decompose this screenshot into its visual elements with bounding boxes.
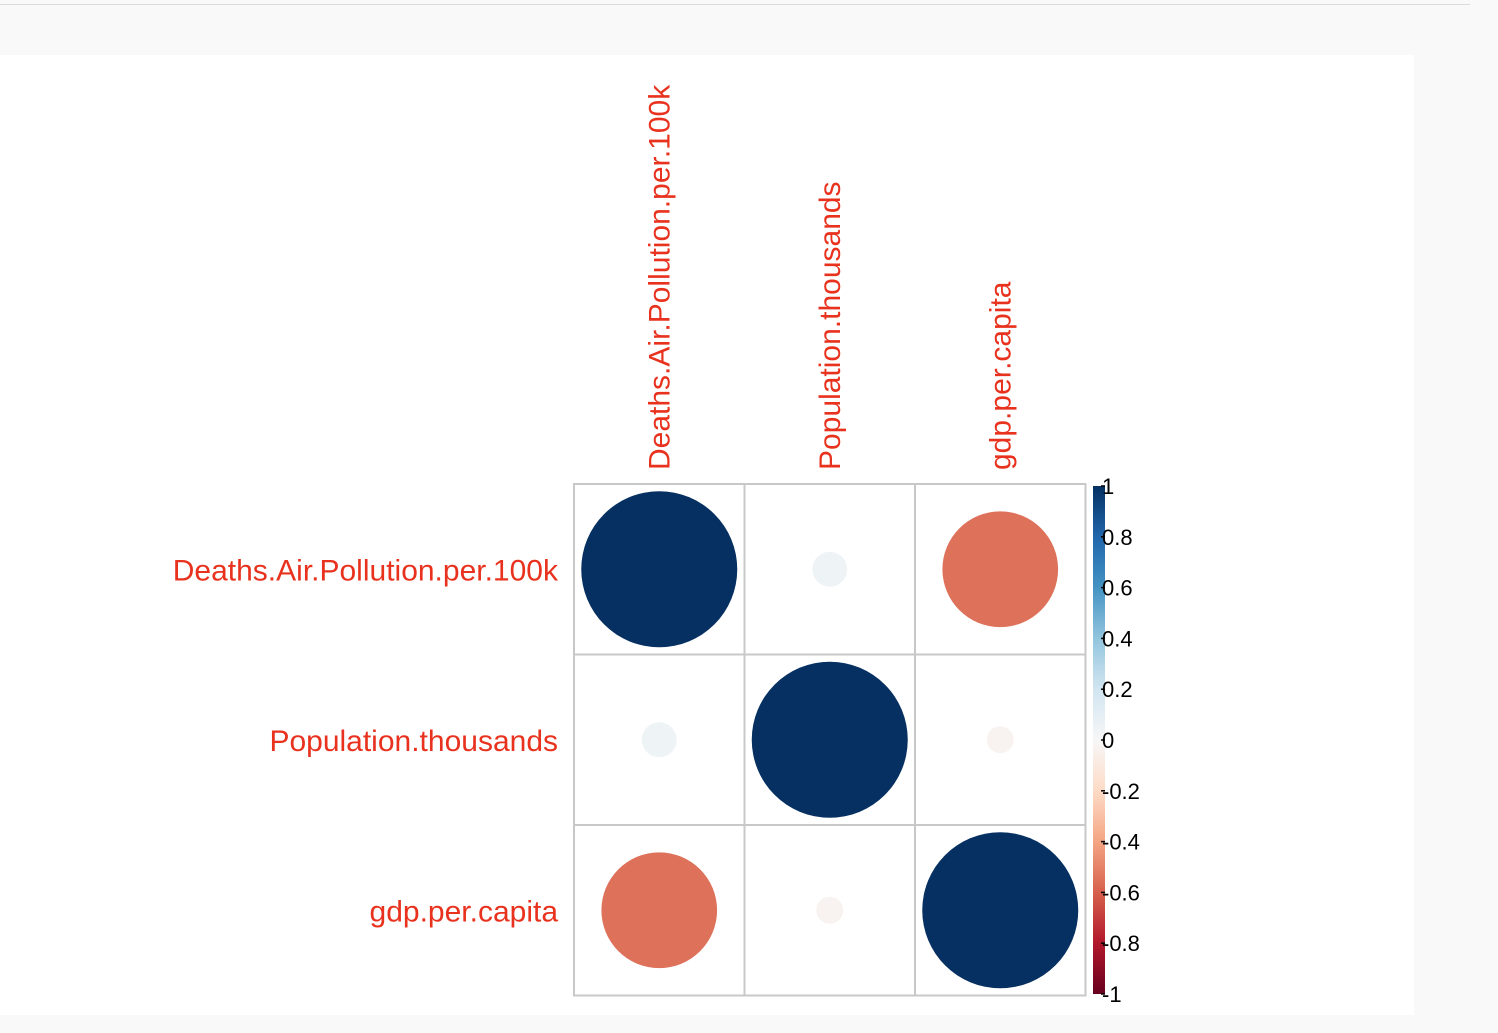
column-label: Population.thousands <box>814 181 847 470</box>
colorbar-tick-label: -0.8 <box>1102 931 1140 956</box>
correlation-circle <box>942 511 1059 628</box>
colorbar: 1 0.8 0.6 0.4 0.2 0 -0.2 -0.4 -0.6 -0.8 -1 <box>1093 474 1140 1007</box>
correlation-circle <box>641 722 677 758</box>
colorbar-tick-label: -0.6 <box>1102 880 1140 905</box>
row-label: gdp.per.capita <box>370 895 559 928</box>
column-label: gdp.per.capita <box>984 281 1017 470</box>
correlation-circle <box>816 896 844 924</box>
colorbar-tick-label: -0.2 <box>1102 779 1140 804</box>
colorbar-tick-label: 0.4 <box>1102 626 1133 651</box>
correlation-circle <box>986 726 1014 754</box>
matrix-cell <box>743 483 916 656</box>
colorbar-gradient <box>1093 486 1105 994</box>
row-label: Deaths.Air.Pollution.per.100k <box>173 554 559 587</box>
correlation-circle <box>751 661 908 818</box>
correlation-circle <box>581 491 738 648</box>
colorbar-tick-label: 0.2 <box>1102 677 1133 702</box>
colorbar-tick-label: 0 <box>1102 728 1114 753</box>
axis-labels: Deaths.Air.Pollution.per.100k Population.… <box>173 84 1018 928</box>
colorbar-tick-label: -0.4 <box>1102 830 1140 855</box>
colorbar-tick-label: 0.8 <box>1102 525 1133 550</box>
column-label: Deaths.Air.Pollution.per.100k <box>643 84 676 470</box>
colorbar-tick-label: -1 <box>1102 982 1122 1007</box>
colorbar-tick-label: 1 <box>1102 474 1114 499</box>
correlation-circle <box>922 832 1079 989</box>
correlation-circle <box>601 852 718 969</box>
correlation-cells <box>573 483 1087 997</box>
colorbar-tick-label: 0.6 <box>1102 576 1133 601</box>
correlation-circle <box>812 551 848 587</box>
row-label: Population.thousands <box>269 725 558 758</box>
top-border-strip <box>0 0 1470 5</box>
